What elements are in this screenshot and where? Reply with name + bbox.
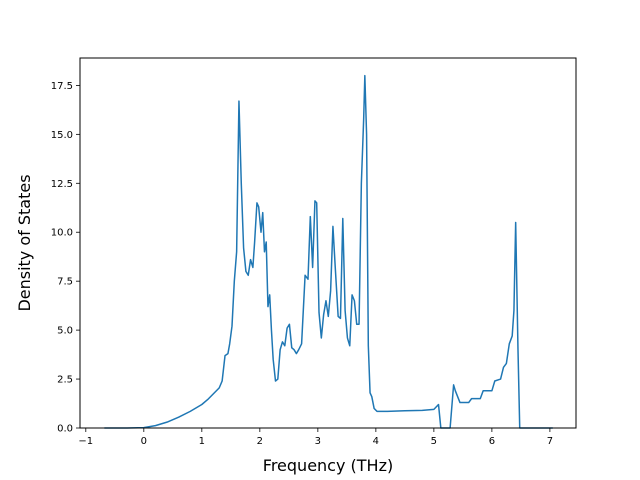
y-tick-label: 7.5 — [57, 277, 73, 288]
y-tick-label: 12.5 — [51, 179, 73, 190]
y-tick-label: 17.5 — [51, 81, 73, 92]
x-axis-ticks: −1 0 1 2 3 4 5 6 7 — [78, 428, 553, 447]
y-tick-label: 2.5 — [57, 375, 73, 386]
dos-series-line-0 — [104, 74, 553, 429]
plot-frame — [79, 57, 577, 429]
x-tick-label: 4 — [373, 436, 379, 447]
x-tick-label: 0 — [141, 436, 147, 447]
plot-background — [80, 58, 576, 428]
x-axis-label: Frequency (THz) — [263, 456, 393, 475]
x-tick-label: −1 — [78, 436, 93, 447]
x-tick-label: 6 — [489, 436, 495, 447]
y-axis-ticks: 0.0 2.5 5.0 7.5 10.0 12.5 15.0 17.5 — [51, 81, 80, 435]
x-tick-label: 3 — [315, 436, 321, 447]
y-axis-label: Density of States — [15, 174, 34, 311]
y-tick-label: 0.0 — [57, 424, 73, 435]
y-tick-label: 10.0 — [51, 228, 73, 239]
x-tick-label: 1 — [199, 436, 205, 447]
x-tick-label: 7 — [547, 436, 553, 447]
x-tick-label: 5 — [431, 436, 437, 447]
series-layer — [104, 74, 553, 429]
y-tick-label: 15.0 — [51, 130, 73, 141]
y-tick-label: 5.0 — [57, 326, 73, 337]
x-tick-label: 2 — [257, 436, 263, 447]
